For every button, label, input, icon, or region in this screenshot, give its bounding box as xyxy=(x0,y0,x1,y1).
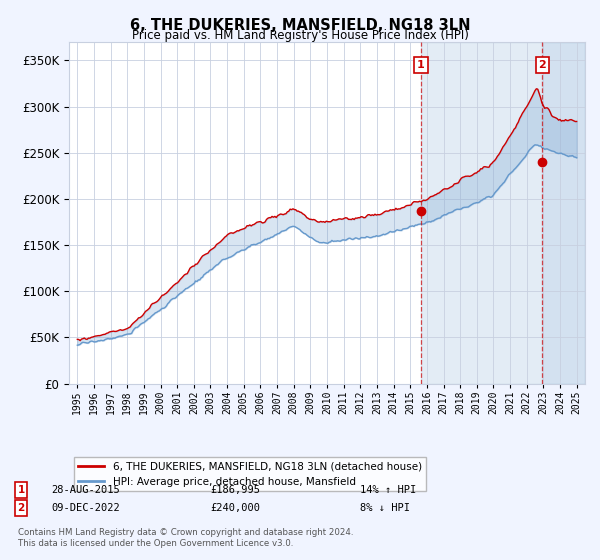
Legend: 6, THE DUKERIES, MANSFIELD, NG18 3LN (detached house), HPI: Average price, detac: 6, THE DUKERIES, MANSFIELD, NG18 3LN (de… xyxy=(74,457,426,491)
Text: 14% ↑ HPI: 14% ↑ HPI xyxy=(360,485,416,495)
Text: Contains HM Land Registry data © Crown copyright and database right 2024.
This d: Contains HM Land Registry data © Crown c… xyxy=(18,528,353,548)
Bar xyxy=(542,42,585,384)
Text: 28-AUG-2015: 28-AUG-2015 xyxy=(51,485,120,495)
Bar xyxy=(421,42,585,384)
Text: 1: 1 xyxy=(17,485,25,495)
Text: £240,000: £240,000 xyxy=(210,503,260,513)
Text: 2: 2 xyxy=(538,60,546,70)
Text: 8% ↓ HPI: 8% ↓ HPI xyxy=(360,503,410,513)
Text: £186,995: £186,995 xyxy=(210,485,260,495)
Text: 2: 2 xyxy=(17,503,25,513)
Text: Price paid vs. HM Land Registry's House Price Index (HPI): Price paid vs. HM Land Registry's House … xyxy=(131,29,469,42)
Text: 09-DEC-2022: 09-DEC-2022 xyxy=(51,503,120,513)
Text: 6, THE DUKERIES, MANSFIELD, NG18 3LN: 6, THE DUKERIES, MANSFIELD, NG18 3LN xyxy=(130,18,470,33)
Text: 1: 1 xyxy=(417,60,425,70)
